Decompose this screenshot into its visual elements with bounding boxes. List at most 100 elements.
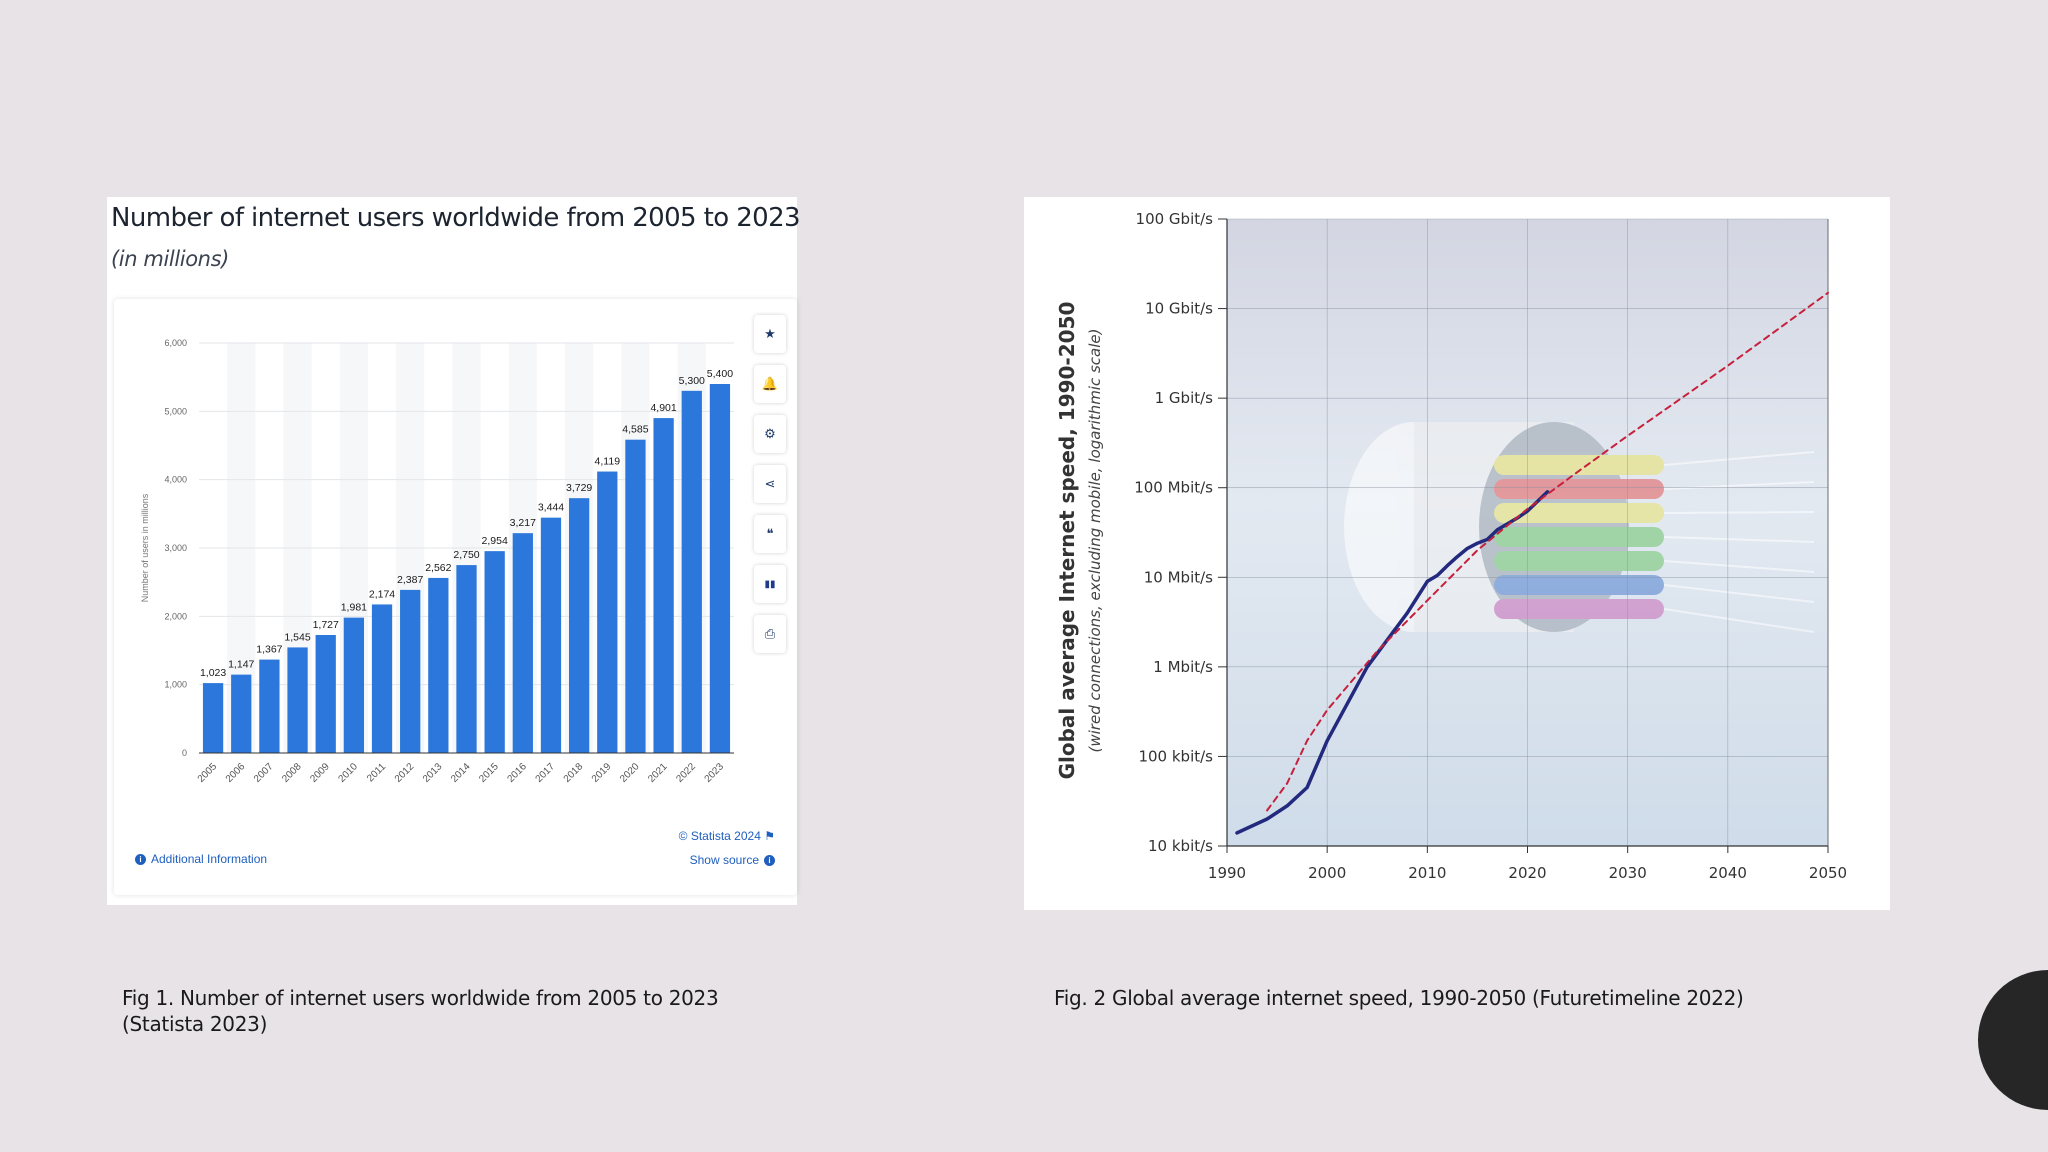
y-tick-label: 5,000 [164, 406, 187, 416]
bar-value-label: 1,727 [313, 619, 339, 631]
bar [456, 565, 477, 753]
bar-value-label: 3,444 [538, 502, 564, 514]
flag-button[interactable]: ▮▮ [754, 565, 786, 603]
gear-button[interactable]: ⚙ [754, 415, 786, 453]
x-tick-label: 2012 [393, 761, 417, 785]
x-tick-label: 2014 [449, 761, 473, 785]
chart-panel: 0 1,000 2,000 3,000 4,000 5,000 6,000 Number of… [114, 299, 797, 895]
y-tick-label: 10 kbit/s [1148, 837, 1213, 855]
fibre-strand [1663, 608, 1815, 633]
bar [428, 577, 449, 753]
x-tick-label: 2050 [1809, 864, 1847, 882]
y-tick-label: 10 Gbit/s [1145, 300, 1213, 318]
bar-value-label: 2,387 [397, 574, 423, 586]
quote-icon: ❝ [766, 526, 774, 541]
y-tick-label: 100 Mbit/s [1134, 479, 1213, 497]
x-tick-label: 2019 [590, 761, 614, 785]
fibre [1494, 503, 1664, 523]
bar-value-label: 5,300 [679, 375, 705, 387]
bar [625, 439, 646, 753]
quote-button[interactable]: ❝ [754, 515, 786, 553]
bar-value-label: 4,585 [622, 424, 648, 436]
x-tick-label: 2005 [196, 761, 220, 785]
y-tick-label: 10 Mbit/s [1144, 568, 1213, 586]
bar [540, 517, 562, 753]
bar-value-label: 3,729 [566, 482, 592, 494]
x-tick-label: 2010 [1408, 864, 1446, 882]
x-tick-label: 2021 [646, 761, 670, 785]
bar [484, 551, 505, 753]
bar [400, 589, 421, 753]
x-tick-label: 1990 [1208, 864, 1246, 882]
bar [681, 390, 702, 753]
star-button[interactable]: ★ [754, 315, 786, 353]
additional-information-label: Additional Information [151, 852, 268, 866]
copyright-link[interactable]: © Statista 2024 ⚑ [679, 829, 775, 843]
fibre [1494, 527, 1664, 547]
fibre [1494, 551, 1664, 571]
y-tick-label: 0 [182, 748, 187, 758]
fibre-cable-illustration [1344, 422, 1815, 633]
x-tick-label: 2016 [505, 761, 529, 785]
bar-value-label: 1,981 [341, 602, 367, 614]
bar [287, 647, 308, 753]
decorative-circle [1978, 970, 2048, 1110]
bell-button[interactable]: 🔔 [754, 365, 786, 403]
y-tick-label: 2,000 [164, 611, 187, 621]
y-axis-sublabel: (wired connections, excluding mobile, lo… [1086, 329, 1104, 753]
x-tick-label: 2000 [1308, 864, 1346, 882]
gear-icon: ⚙ [764, 426, 776, 441]
bar-value-label: 2,750 [453, 549, 479, 561]
x-tick-label: 2017 [534, 761, 558, 785]
figure-2-caption: Fig. 2 Global average internet speed, 19… [1054, 986, 1744, 1010]
bar [371, 604, 393, 753]
x-tick-label: 2008 [280, 761, 304, 785]
y-tick-label: 6,000 [164, 338, 187, 348]
share-button[interactable]: ⋖ [754, 465, 786, 503]
x-tick-label: 2040 [1709, 864, 1747, 882]
bar [202, 683, 224, 753]
chart-title: Number of internet users worldwide from … [111, 203, 801, 233]
bar-value-label: 2,174 [369, 588, 395, 600]
x-tick-label: 2011 [365, 761, 388, 784]
fibre-strand [1663, 536, 1815, 543]
figure-1-card: Number of internet users worldwide from … [107, 197, 801, 905]
x-tick-label: 2018 [562, 761, 586, 785]
bar-value-label: 1,147 [228, 659, 254, 671]
show-source-link[interactable]: Show source i [690, 853, 775, 867]
additional-information-link[interactable]: i Additional Information [135, 852, 267, 866]
y-axis-label: Number of users in millions [140, 493, 150, 602]
bell-icon: 🔔 [761, 376, 779, 391]
y-axis-label: Global average Internet speed, 1990-2050 [1055, 302, 1079, 780]
flag-small-icon: ⚑ [764, 829, 775, 843]
star-icon: ★ [764, 326, 776, 341]
fibre-strand [1663, 511, 1815, 514]
figure-2-card: 1990 2000 2010 2020 2030 2040 2050 10 kbit/s 100… [1024, 197, 1890, 910]
print-button[interactable]: ⎙ [754, 615, 786, 653]
x-tick-label: 2015 [477, 761, 501, 785]
measured-speed-line [1235, 490, 1550, 835]
y-tick-label: 3,000 [164, 543, 187, 553]
bar-value-label: 4,119 [595, 456, 621, 468]
y-tick-label: 1 Gbit/s [1155, 389, 1214, 407]
bar-value-label: 1,545 [284, 631, 310, 643]
print-icon: ⎙ [764, 626, 776, 641]
bar-value-label: 3,217 [510, 517, 536, 529]
x-tick-label: 2020 [1508, 864, 1546, 882]
bar-value-label: 2,954 [482, 535, 508, 547]
y-tick-label: 100 Gbit/s [1136, 210, 1214, 228]
bar [597, 471, 618, 753]
info-icon: i [135, 853, 146, 865]
bar-value-label: 4,901 [650, 402, 676, 414]
chart-subtitle: (in millions) [111, 247, 229, 271]
flag-icon: ▮▮ [764, 578, 776, 590]
bar [709, 384, 731, 753]
projection-line [1266, 291, 1829, 812]
y-tick-label: 100 kbit/s [1138, 747, 1213, 765]
x-tick-label: 2007 [252, 761, 276, 785]
bar [653, 418, 674, 753]
info-icon: i [764, 854, 775, 866]
bar [259, 659, 280, 753]
fibre-strand [1663, 451, 1815, 466]
